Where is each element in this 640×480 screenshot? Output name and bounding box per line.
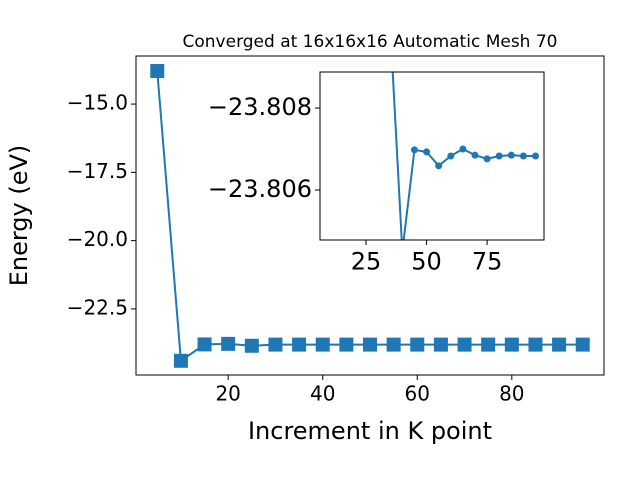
marker	[483, 155, 491, 163]
marker	[435, 162, 443, 170]
marker	[410, 337, 425, 352]
marker	[423, 148, 431, 156]
marker	[532, 152, 540, 160]
marker	[433, 337, 448, 352]
marker	[447, 152, 455, 160]
marker	[575, 337, 590, 352]
marker	[504, 337, 519, 352]
marker	[268, 337, 283, 352]
plot-group	[150, 64, 590, 368]
marker	[459, 145, 467, 153]
chart-title: Converged at 16x16x16 Automatic Mesh 70	[183, 32, 558, 52]
x-tick-label: 20	[215, 382, 240, 406]
x-tick-label: 40	[310, 382, 335, 406]
marker	[221, 336, 236, 351]
y-tick-label: −15.0	[67, 91, 128, 115]
x-tick-label: 60	[405, 382, 430, 406]
marker	[481, 337, 496, 352]
y-tick-label: −22.5	[67, 295, 128, 319]
x-tick-label: 80	[499, 382, 524, 406]
marker	[386, 337, 401, 352]
marker	[528, 337, 543, 352]
y-axis-label: Energy (eV)	[5, 145, 33, 287]
marker	[292, 337, 307, 352]
marker	[173, 353, 188, 368]
x-tick-label: 25	[351, 247, 382, 275]
marker	[457, 337, 472, 352]
marker	[410, 146, 418, 154]
marker	[150, 64, 165, 79]
y-tick-label: −17.5	[67, 159, 128, 183]
marker	[339, 337, 354, 352]
y-tick-label: −23.808	[208, 93, 312, 121]
marker	[244, 338, 259, 353]
marker	[471, 151, 479, 159]
marker	[197, 337, 212, 352]
marker	[315, 337, 330, 352]
marker	[552, 337, 567, 352]
x-tick-label: 50	[411, 247, 442, 275]
marker	[507, 151, 515, 159]
x-axis-label: Increment in K point	[248, 417, 492, 445]
y-tick-label: −20.0	[67, 227, 128, 251]
marker	[363, 337, 377, 352]
y-tick-label: −23.806	[208, 175, 312, 203]
marker	[519, 152, 527, 160]
axes-frame	[319, 71, 545, 241]
x-tick-label: 75	[472, 247, 503, 275]
marker	[495, 152, 503, 160]
plot-group	[391, 72, 540, 240]
axes-frame	[135, 55, 605, 376]
